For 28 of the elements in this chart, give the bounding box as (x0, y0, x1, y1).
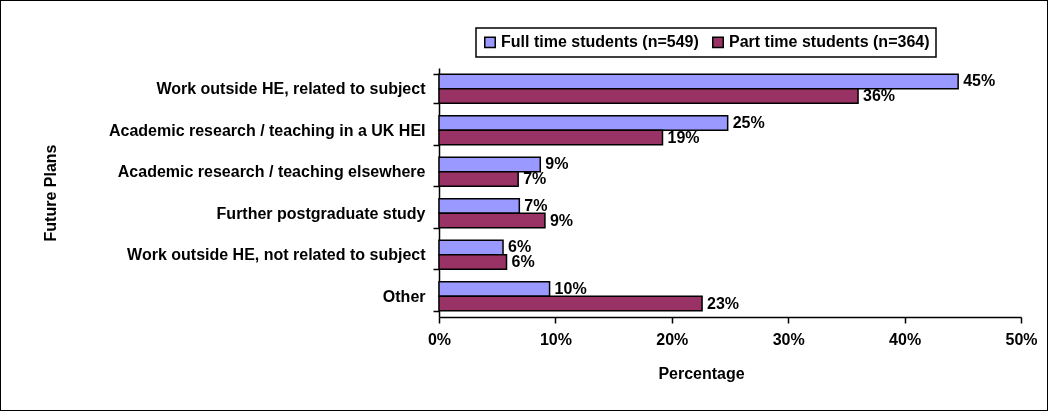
data-label: 10% (554, 279, 587, 297)
data-label: 36% (863, 87, 896, 105)
x-tick-label: 40% (889, 330, 922, 348)
y-tick-label: Further postgraduate study (216, 204, 426, 222)
x-tick-label: 10% (539, 330, 572, 348)
legend-label: Part time students (n=364) (729, 33, 930, 51)
y-tick-label: Other (382, 287, 426, 305)
data-label: 7% (523, 170, 547, 188)
data-label: 7% (524, 196, 548, 214)
y-tick-label: Work outside HE, related to subject (156, 80, 427, 98)
x-axis-title: Percentage (658, 364, 745, 382)
data-label: 23% (707, 294, 740, 312)
data-label: 6% (511, 253, 535, 271)
legend-label: Full time students (n=549) (501, 33, 699, 51)
data-label: 19% (667, 128, 700, 146)
x-tick-label: 0% (427, 330, 452, 348)
data-label: 45% (963, 72, 996, 90)
x-tick-label: 30% (772, 330, 805, 348)
y-tick-label: Academic research / teaching in a UK HEI (108, 121, 426, 139)
y-axis-title: Future Plans (41, 144, 59, 242)
data-label: 6% (508, 238, 532, 256)
data-label: 25% (732, 113, 765, 131)
x-tick-label: 50% (1005, 330, 1038, 348)
y-tick-label: Work outside HE, not related to subject (127, 246, 427, 264)
data-label: 9% (545, 155, 569, 173)
x-tick-label: 20% (656, 330, 689, 348)
data-label: 9% (549, 211, 574, 229)
y-tick-label: Academic research / teaching elsewhere (117, 163, 426, 181)
